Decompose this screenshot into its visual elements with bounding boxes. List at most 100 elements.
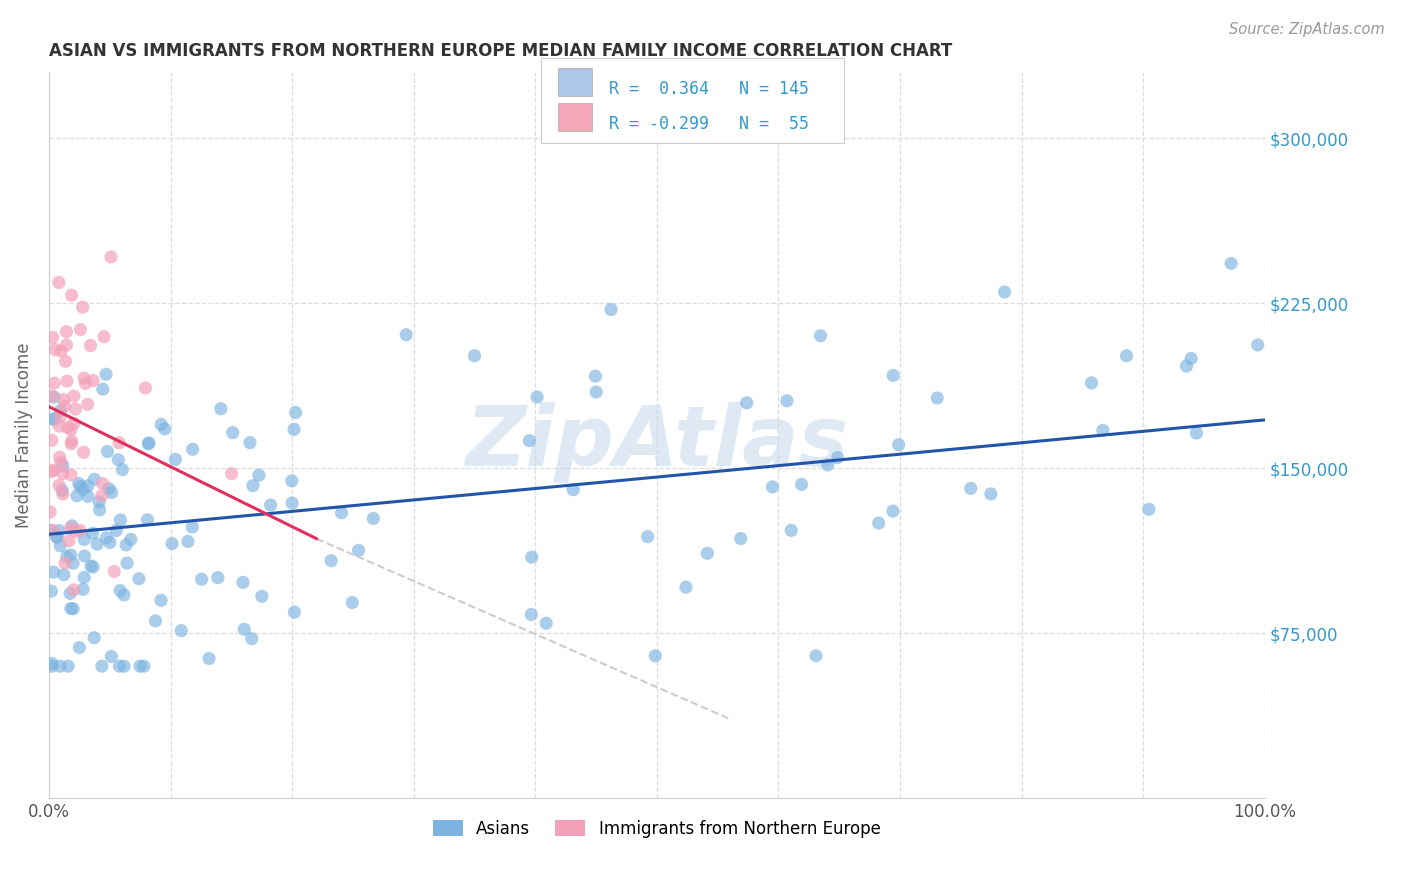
- Immigrants from Northern Europe: [55, 338, 77, 352]
- Immigrants from Northern Europe: [58, 533, 80, 548]
- Asians: [181, 520, 204, 534]
- Immigrants from Northern Europe: [55, 325, 77, 339]
- Asians: [887, 438, 910, 452]
- Asians: [77, 478, 100, 492]
- Asians: [94, 368, 117, 382]
- Asians: [91, 382, 114, 396]
- Asians: [181, 442, 204, 457]
- Asians: [1080, 376, 1102, 390]
- Immigrants from Northern Europe: [76, 397, 98, 411]
- Asians: [562, 483, 585, 497]
- Asians: [83, 631, 105, 645]
- Asians: [110, 513, 132, 527]
- Asians: [980, 487, 1002, 501]
- Asians: [73, 549, 96, 563]
- Asians: [55, 549, 77, 564]
- Immigrants from Northern Europe: [221, 467, 243, 481]
- Asians: [51, 483, 73, 498]
- Immigrants from Northern Europe: [41, 330, 63, 344]
- Asians: [735, 396, 758, 410]
- Immigrants from Northern Europe: [65, 524, 87, 539]
- Asians: [111, 462, 134, 476]
- Immigrants from Northern Europe: [59, 521, 82, 535]
- Asians: [105, 524, 128, 538]
- Asians: [790, 477, 813, 491]
- Immigrants from Northern Europe: [60, 437, 83, 451]
- Asians: [696, 546, 718, 560]
- Asians: [46, 531, 69, 545]
- Asians: [100, 649, 122, 664]
- Asians: [1115, 349, 1137, 363]
- Asians: [342, 595, 364, 609]
- Asians: [136, 513, 159, 527]
- Asians: [59, 601, 82, 615]
- Immigrants from Northern Europe: [51, 343, 73, 358]
- Asians: [45, 529, 67, 543]
- Text: ZipAtlas: ZipAtlas: [465, 402, 848, 483]
- Asians: [48, 524, 70, 538]
- Asians: [41, 659, 63, 673]
- Asians: [52, 567, 75, 582]
- Immigrants from Northern Europe: [63, 389, 86, 403]
- Asians: [165, 452, 187, 467]
- Immigrants from Northern Europe: [39, 505, 62, 519]
- Immigrants from Northern Europe: [62, 582, 84, 597]
- Asians: [100, 485, 122, 500]
- Asians: [66, 489, 89, 503]
- Asians: [520, 550, 543, 565]
- Asians: [817, 458, 839, 472]
- Asians: [136, 436, 159, 450]
- Text: Source: ZipAtlas.com: Source: ZipAtlas.com: [1229, 22, 1385, 37]
- Asians: [177, 534, 200, 549]
- Asians: [242, 479, 264, 493]
- Asians: [108, 659, 131, 673]
- Immigrants from Northern Europe: [108, 435, 131, 450]
- Asians: [283, 422, 305, 436]
- Immigrants from Northern Europe: [48, 478, 70, 492]
- Asians: [250, 590, 273, 604]
- Asians: [395, 327, 418, 342]
- Immigrants from Northern Europe: [59, 467, 82, 482]
- Asians: [52, 458, 75, 473]
- Asians: [150, 593, 173, 607]
- Asians: [1137, 502, 1160, 516]
- Asians: [73, 533, 96, 547]
- Asians: [72, 483, 94, 497]
- Asians: [776, 393, 799, 408]
- Immigrants from Northern Europe: [103, 565, 125, 579]
- Asians: [89, 494, 111, 508]
- Asians: [132, 659, 155, 673]
- Asians: [153, 422, 176, 436]
- Immigrants from Northern Europe: [73, 371, 96, 385]
- Asians: [363, 511, 385, 525]
- Asians: [207, 571, 229, 585]
- Asians: [60, 519, 83, 533]
- Asians: [128, 572, 150, 586]
- Asians: [72, 582, 94, 597]
- Legend: Asians, Immigrants from Northern Europe: Asians, Immigrants from Northern Europe: [426, 813, 887, 844]
- Immigrants from Northern Europe: [63, 417, 86, 431]
- Asians: [247, 468, 270, 483]
- Asians: [675, 580, 697, 594]
- Asians: [585, 384, 607, 399]
- Asians: [810, 328, 832, 343]
- Asians: [283, 605, 305, 619]
- Asians: [198, 651, 221, 665]
- Asians: [41, 584, 63, 599]
- Immigrants from Northern Europe: [82, 374, 104, 388]
- Asians: [239, 435, 262, 450]
- Immigrants from Northern Europe: [93, 329, 115, 343]
- Immigrants from Northern Europe: [53, 399, 76, 413]
- Y-axis label: Median Family Income: Median Family Income: [15, 343, 32, 528]
- Asians: [463, 349, 485, 363]
- Asians: [1247, 338, 1270, 352]
- Asians: [69, 480, 91, 494]
- Immigrants from Northern Europe: [52, 487, 75, 501]
- Asians: [138, 436, 160, 450]
- Asians: [517, 434, 540, 448]
- Asians: [86, 537, 108, 551]
- Immigrants from Northern Europe: [52, 392, 75, 407]
- Asians: [222, 425, 245, 440]
- Immigrants from Northern Europe: [79, 338, 101, 352]
- Asians: [330, 506, 353, 520]
